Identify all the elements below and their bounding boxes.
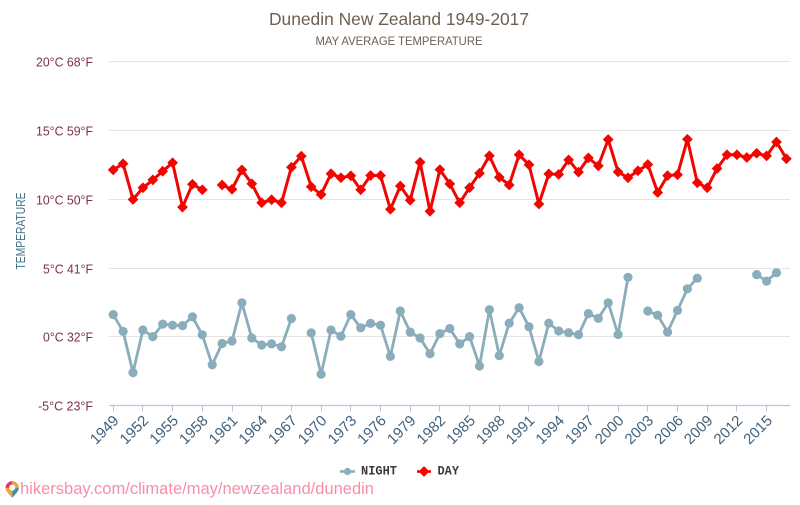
svg-text:20°C 68°F: 20°C 68°F — [36, 55, 93, 70]
svg-text:10°C 50°F: 10°C 50°F — [36, 193, 93, 208]
svg-text:TEMPERATURE: TEMPERATURE — [13, 192, 28, 269]
svg-text:Dunedin New Zealand 1949-2017: Dunedin New Zealand 1949-2017 — [269, 9, 529, 29]
svg-text:DAY: DAY — [438, 464, 460, 479]
svg-text:15°C 59°F: 15°C 59°F — [36, 124, 93, 139]
svg-text:MAY AVERAGE TEMPERATURE: MAY AVERAGE TEMPERATURE — [316, 34, 483, 48]
svg-text:hikersbay.com/climate/may/newz: hikersbay.com/climate/may/newzealand/dun… — [20, 480, 374, 498]
svg-text:5°C 41°F: 5°C 41°F — [43, 262, 93, 277]
svg-text:-5°C 23°F: -5°C 23°F — [38, 399, 93, 414]
svg-text:NIGHT: NIGHT — [361, 464, 397, 479]
svg-text:0°C 32°F: 0°C 32°F — [43, 330, 93, 345]
